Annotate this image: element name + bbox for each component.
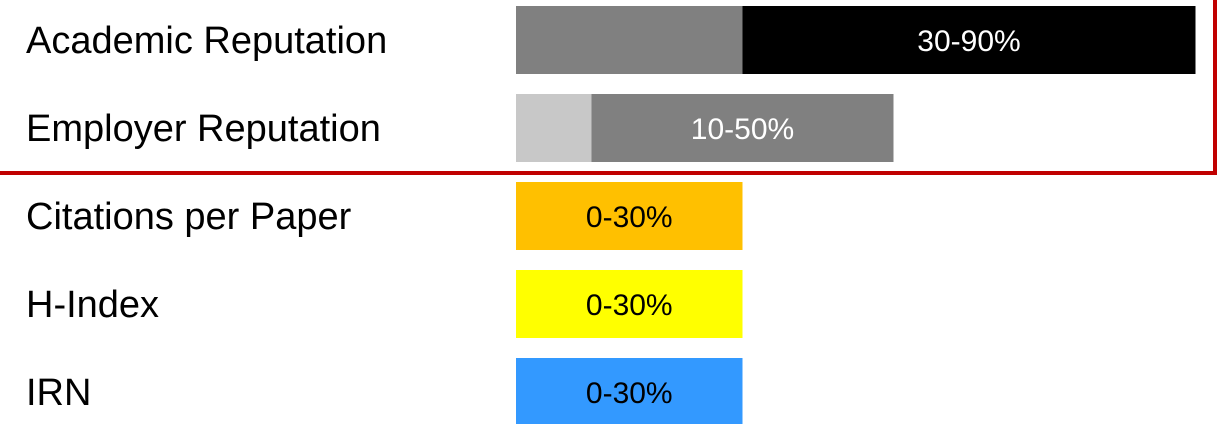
range-label-citations-per-paper: 0-30% (586, 201, 673, 234)
category-label-irn: IRN (26, 372, 91, 414)
category-label-citations-per-paper: Citations per Paper (26, 196, 352, 238)
range-label-h-index: 0-30% (586, 289, 673, 322)
category-label-employer-reputation: Employer Reputation (26, 108, 381, 150)
bar-range-h-index (516, 270, 743, 338)
range-label-irn: 0-30% (586, 377, 673, 410)
bar-range-irn (516, 358, 743, 424)
bar-range-employer-reputation (591, 94, 894, 162)
range-label-academic-reputation: 30-90% (917, 25, 1020, 58)
category-label-academic-reputation: Academic Reputation (26, 20, 387, 62)
bar-base-employer-reputation (516, 94, 592, 162)
bar-range-academic-reputation (742, 6, 1196, 74)
category-label-h-index: H-Index (26, 284, 159, 326)
highlight-box (0, 0, 1217, 175)
range-label-employer-reputation: 10-50% (691, 113, 794, 146)
bar-base-academic-reputation (516, 6, 743, 74)
bar-range-citations-per-paper (516, 182, 743, 250)
